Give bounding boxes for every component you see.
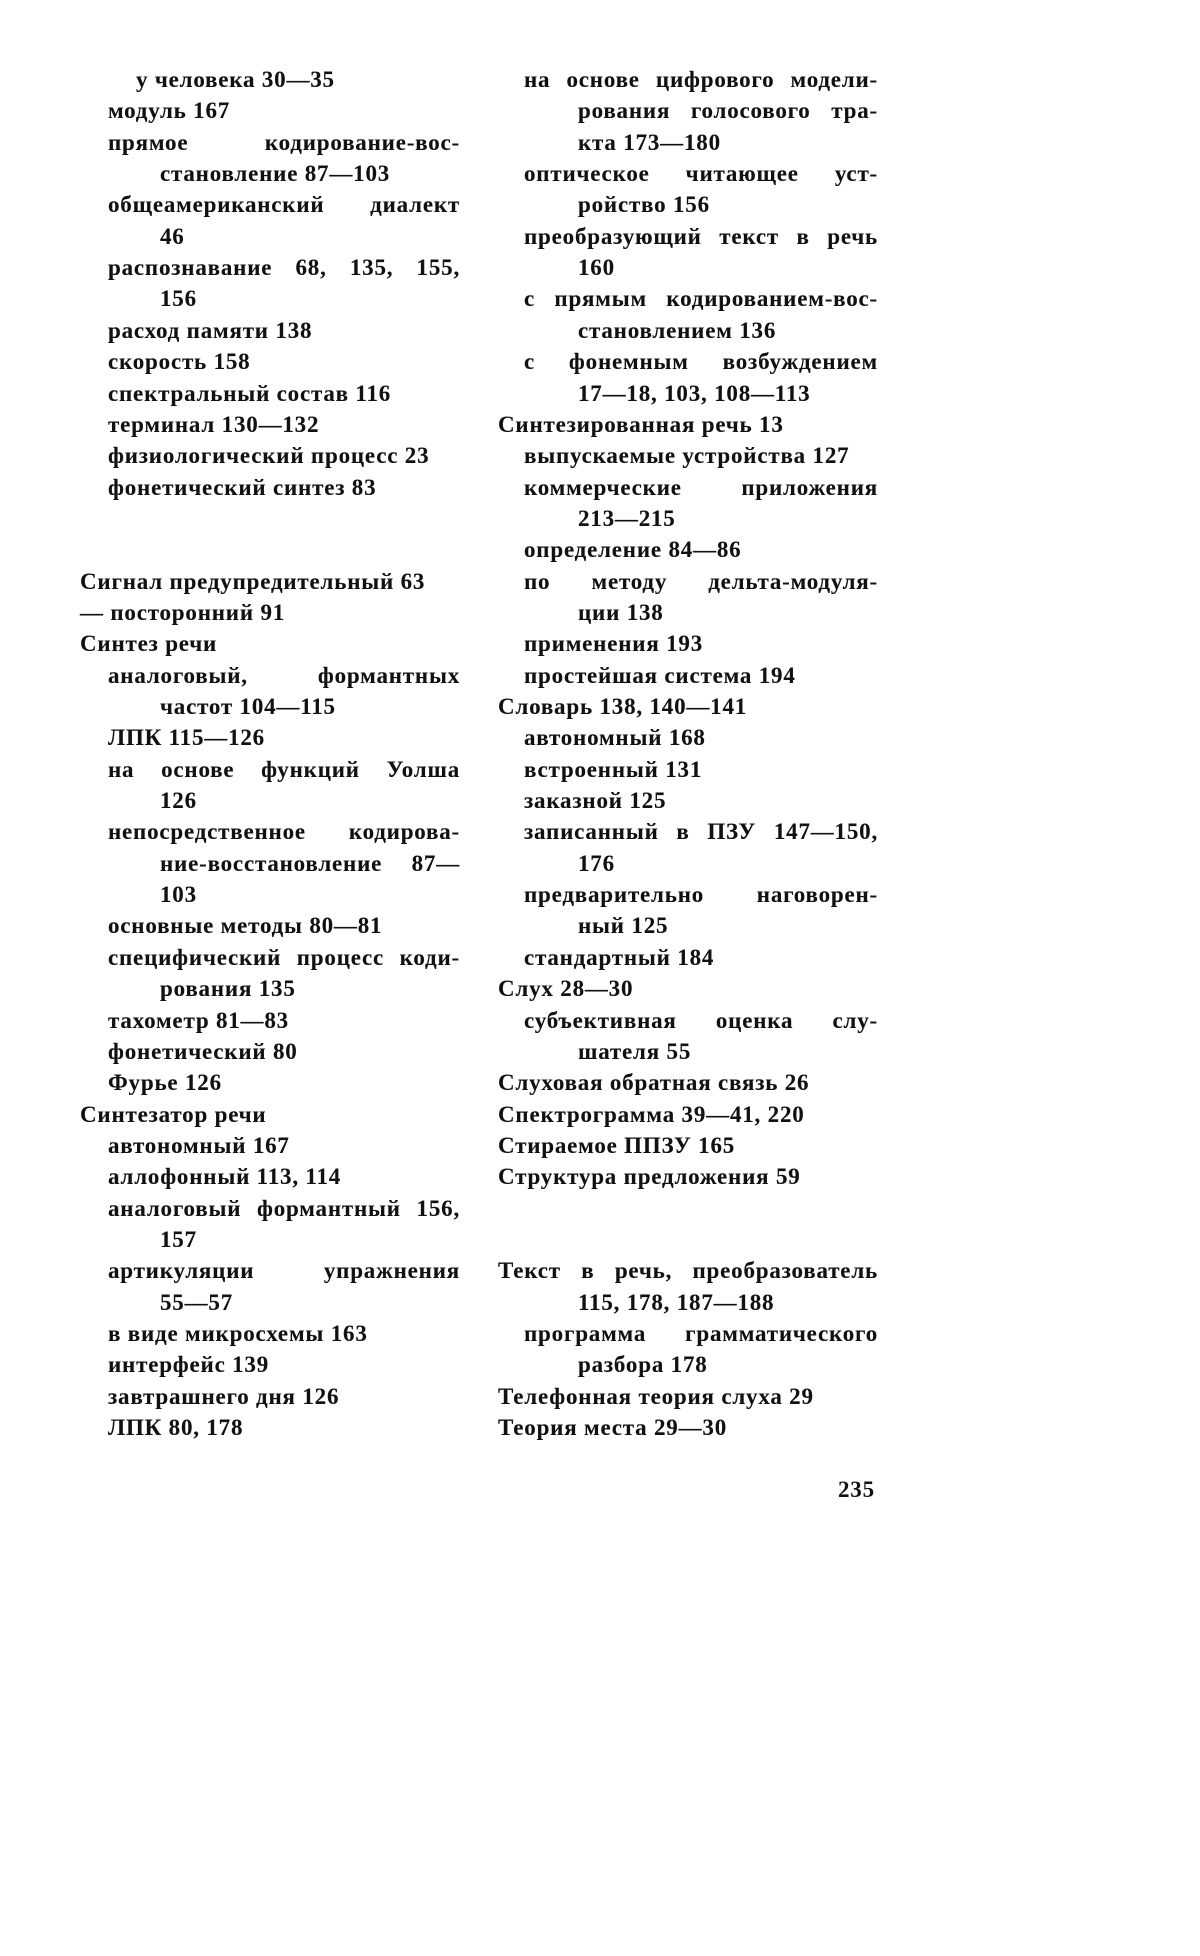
index-entry-continuation: 115, 178, 187—188 [578, 1289, 774, 1317]
index-entry: Сигнал предупредительный 63 [80, 568, 425, 596]
index-subentry: аналоговый формантный 156, [108, 1195, 460, 1223]
index-subentry: выпускаемые устройства 127 [524, 442, 849, 470]
index-entry-continuation: 157 [160, 1226, 197, 1254]
index-subentry: распознавание 68, 135, 155, [108, 254, 460, 282]
index-subentry: с прямым кодированием-вос- [524, 285, 878, 313]
index-entry-continuation: 160 [578, 254, 615, 282]
index-subentry: интерфейс 139 [108, 1351, 269, 1379]
index-entry-continuation: 156 [160, 285, 197, 313]
index-entry-continuation: ройство 156 [578, 191, 710, 219]
index-entry-continuation: ние-восстановление 87— [160, 850, 460, 878]
index-subentry: терминал 130—132 [108, 411, 319, 439]
index-entry-continuation: частот 104—115 [160, 693, 336, 721]
index-entry-continuation: становление 87—103 [160, 160, 390, 188]
index-subentry: скорость 158 [108, 348, 250, 376]
index-entry-continuation: рования 135 [160, 975, 296, 1003]
index-subentry: по методу дельта-модуля- [524, 568, 878, 596]
index-subentry: артикуляции упражнения [108, 1257, 460, 1285]
page-number: 235 [838, 1476, 875, 1504]
index-subentry: ЛПК 80, 178 [108, 1414, 243, 1442]
index-subentry: на основе цифрового модели- [524, 66, 878, 94]
index-entry-continuation: шателя 55 [578, 1038, 691, 1066]
index-entry-continuation: 176 [578, 850, 615, 878]
index-subentry: оптическое читающее уст- [524, 160, 878, 188]
index-subentry: фонетический синтез 83 [108, 474, 376, 502]
index-subentry: преобразующий текст в речь [524, 223, 878, 251]
index-subentry: заказной 125 [524, 787, 666, 815]
index-entry: Стираемое ППЗУ 165 [498, 1132, 735, 1160]
index-subentry: фонетический 80 [108, 1038, 298, 1066]
index-entry-continuation: 213—215 [578, 505, 676, 533]
index-subentry: специфический процесс коди- [108, 944, 460, 972]
index-subentry: общеамериканский диалект [108, 191, 460, 219]
index-entry: Синтезатор речи [80, 1101, 266, 1129]
index-entry: Синтез речи [80, 630, 217, 658]
index-entry-continuation: 17—18, 103, 108—113 [578, 380, 810, 408]
index-subentry: аллофонный 113, 114 [108, 1163, 341, 1191]
index-subentry: коммерческие приложения [524, 474, 878, 502]
index-entry: — посторонний 91 [80, 599, 285, 627]
index-subentry: автономный 168 [524, 724, 706, 752]
index-entry-continuation: 46 [160, 223, 185, 251]
index-subentry: программа грамматического [524, 1320, 878, 1348]
index-subentry: основные методы 80—81 [108, 912, 382, 940]
index-subentry: на основе функций Уолша [108, 756, 460, 784]
index-subentry: в виде микросхемы 163 [108, 1320, 368, 1348]
index-entry-continuation: 103 [160, 881, 197, 909]
index-entry: Спектрограмма 39—41, 220 [498, 1101, 805, 1129]
index-subentry: спектральный состав 116 [108, 380, 391, 408]
index-subentry: субъективная оценка слу- [524, 1007, 878, 1035]
index-subentry: встроенный 131 [524, 756, 702, 784]
index-entry: Слуховая обратная связь 26 [498, 1069, 809, 1097]
index-entry-continuation: становлением 136 [578, 317, 776, 345]
index-entry-continuation: кта 173—180 [578, 129, 721, 157]
index-subentry: прямое кодирование-вос- [108, 129, 460, 157]
index-subentry: расход памяти 138 [108, 317, 312, 345]
index-subentry: ЛПК 115—126 [108, 724, 265, 752]
index-entry-continuation: рования голосового тра- [578, 97, 878, 125]
index-subentry: предварительно наговорен- [524, 881, 878, 909]
index-entry-continuation: 126 [160, 787, 197, 815]
index-entry-continuation: разбора 178 [578, 1351, 708, 1379]
index-entry: Слух 28—30 [498, 975, 633, 1003]
index-entry-continuation: ный 125 [578, 912, 668, 940]
index-subentry: стандартный 184 [524, 944, 714, 972]
index-entry: Словарь 138, 140—141 [498, 693, 747, 721]
index-entry: Телефонная теория слуха 29 [498, 1383, 814, 1411]
index-entry: Синтезированная речь 13 [498, 411, 784, 439]
index-subentry: записанный в ПЗУ 147—150, [524, 818, 878, 846]
index-subentry: аналоговый, формантных [108, 662, 460, 690]
index-subentry: простейшая система 194 [524, 662, 796, 690]
index-subentry: автономный 167 [108, 1132, 290, 1160]
index-subentry: физиологический процесс 23 [108, 442, 429, 470]
index-subentry: завтрашнего дня 126 [108, 1383, 339, 1411]
index-subentry: Фурье 126 [108, 1069, 222, 1097]
index-subentry: определение 84—86 [524, 536, 741, 564]
index-entry-continuation: 55—57 [160, 1289, 233, 1317]
index-entry-continuation: ции 138 [578, 599, 664, 627]
index-subentry: непосредственное кодирова- [108, 818, 460, 846]
index-subentry: применения 193 [524, 630, 703, 658]
index-entry: Текст в речь, преобразователь [498, 1257, 878, 1285]
index-entry-continuation: у человека 30—35 [136, 66, 335, 94]
index-subentry: модуль 167 [108, 97, 230, 125]
index-entry: Структура предложения 59 [498, 1163, 801, 1191]
index-entry: Теория места 29—30 [498, 1414, 727, 1442]
index-subentry: тахометр 81—83 [108, 1007, 289, 1035]
index-subentry: с фонемным возбуждением [524, 348, 878, 376]
